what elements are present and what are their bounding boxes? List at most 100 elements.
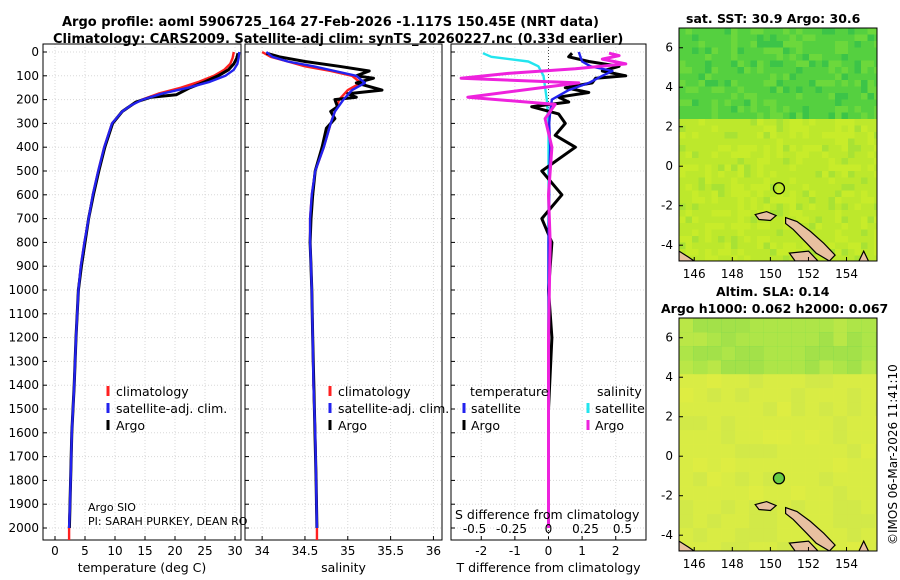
x-axis-label: temperature (deg C): [78, 560, 207, 575]
map-cell: [815, 190, 823, 198]
map-cell: [815, 145, 823, 152]
map-cell: [707, 318, 722, 333]
map-cell: [744, 223, 751, 230]
map-cell: [874, 99, 877, 107]
map-cell: [776, 184, 784, 191]
map-cell: [796, 86, 803, 94]
map-cell: [718, 132, 725, 139]
map-cell: [861, 444, 876, 459]
map-cell: [777, 360, 792, 375]
map-cell: [770, 73, 777, 81]
map-cell: [692, 242, 699, 250]
map-cell: [721, 528, 736, 543]
map-x-tick-label: 152: [797, 267, 820, 281]
map-cell: [822, 158, 829, 165]
map-cell: [698, 229, 706, 237]
map-cell: [711, 73, 719, 81]
map-cell: [809, 60, 816, 68]
map-cell: [705, 99, 712, 107]
map-cell: [854, 151, 862, 159]
map-cell: [789, 151, 797, 159]
map-cell: [698, 151, 706, 159]
map-cell: [744, 67, 751, 74]
map-cell: [718, 54, 725, 61]
map-cell: [750, 177, 758, 185]
map-cell: [875, 318, 877, 333]
map-cell: [777, 332, 792, 347]
map-cell: [861, 73, 868, 81]
map-cell: [737, 197, 745, 204]
map-cell: [711, 145, 719, 152]
map-cell: [815, 184, 823, 191]
map-cell: [796, 34, 803, 42]
map-cell: [705, 229, 712, 237]
map-cell: [789, 210, 797, 217]
map-cell: [698, 255, 706, 261]
map-cell: [731, 223, 738, 230]
map-cell: [828, 119, 836, 126]
map-cell: [770, 197, 777, 204]
map-cell: [770, 249, 777, 256]
map-cell: [847, 318, 862, 333]
map-cell: [679, 514, 694, 529]
map-cell: [692, 203, 699, 211]
map-cell: [874, 255, 877, 261]
map-cell: [783, 132, 790, 139]
map-cell: [735, 360, 750, 375]
map-cell: [744, 86, 751, 94]
map-cell: [805, 486, 820, 501]
map-cell: [874, 132, 877, 139]
map-cell: [815, 86, 823, 94]
map-cell: [721, 388, 736, 403]
map-cell: [776, 236, 784, 243]
map-cell: [718, 255, 725, 261]
map-cell: [770, 138, 777, 146]
map-cell: [750, 151, 758, 159]
map-cell: [861, 171, 868, 178]
map-cell: [763, 444, 778, 459]
map-cell: [750, 41, 758, 48]
map-cell: [707, 528, 722, 543]
map-cell: [737, 158, 745, 165]
map-cell: [750, 184, 758, 191]
map-cell: [835, 132, 842, 139]
map-cell: [770, 158, 777, 165]
map-cell: [854, 164, 862, 172]
map-cell: [828, 242, 836, 250]
map-cell: [705, 255, 712, 261]
map-cell: [757, 41, 764, 48]
map-cell: [815, 210, 823, 217]
map-cell: [841, 28, 849, 35]
map-cell: [835, 28, 842, 35]
map-cell: [735, 388, 750, 403]
map-cell: [822, 99, 829, 107]
map-cell: [750, 190, 758, 198]
map-cell: [841, 125, 849, 133]
map-cell: [835, 138, 842, 146]
map-cell: [707, 346, 722, 361]
map-cell: [789, 99, 797, 107]
map-cell: [805, 500, 820, 515]
y-tick-label: 1900: [8, 497, 39, 511]
map-cell: [776, 197, 784, 204]
map-cell: [737, 255, 745, 261]
map-cell: [828, 229, 836, 237]
map-cell: [802, 93, 810, 100]
map-cell: [685, 73, 693, 81]
map-cell: [822, 47, 829, 55]
map-cell: [783, 93, 790, 100]
map-cell: [776, 145, 784, 152]
map-cell: [711, 242, 719, 250]
map-cell: [809, 145, 816, 152]
map-cell: [685, 158, 693, 165]
y-tick-label: 900: [16, 259, 39, 273]
map-cell: [763, 360, 778, 375]
map-cell: [685, 119, 693, 126]
map-cell: [724, 80, 732, 87]
map-cell: [861, 402, 876, 417]
map-cell: [698, 164, 706, 172]
map-cell: [698, 80, 706, 87]
map-cell: [721, 346, 736, 361]
map-cell: [819, 500, 834, 515]
